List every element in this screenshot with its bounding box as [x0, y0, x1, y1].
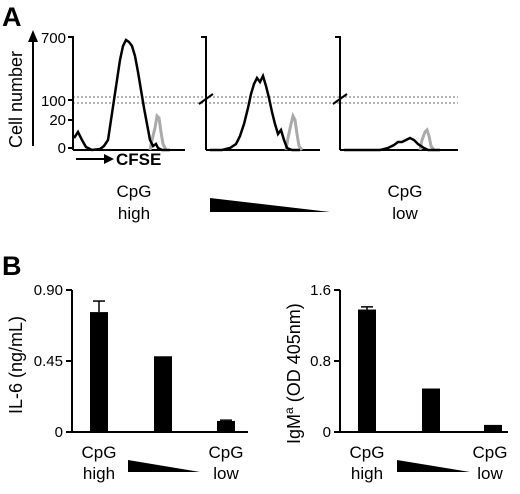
il6-bar: [217, 420, 235, 432]
hist-high-label-1: CpG: [117, 182, 152, 201]
panel-b-label: B: [2, 251, 22, 281]
hist2-control-trace: [284, 111, 304, 151]
cfse-label: CFSE: [116, 150, 161, 169]
hist2-axis-break: [198, 93, 214, 105]
hist1-stimulated-trace: [72, 38, 170, 152]
il6-cat-low-1: CpG: [209, 443, 244, 462]
hist3-axis-break: [332, 93, 348, 105]
hist-high-label-2: high: [118, 204, 150, 223]
il6-ylabel: IL-6 (ng/mL): [6, 316, 26, 414]
igma-ytick-label: 0.8: [310, 353, 331, 370]
y-arrow-head: [28, 30, 38, 42]
histogram-high: [68, 36, 185, 152]
il6-cat-low-2: low: [213, 464, 239, 483]
cell-number-label: Cell number: [6, 51, 26, 148]
hist-low-label-2: low: [392, 204, 418, 223]
histogram-mid: [198, 36, 320, 152]
il6-ytick-label: 0: [55, 424, 63, 441]
cfse-arrow-head: [104, 154, 114, 164]
il6-cat-high-1: CpG: [82, 443, 117, 462]
histogram-low: [332, 36, 458, 152]
tick-700: 700: [41, 30, 66, 47]
igma-ytick-label: 0: [323, 424, 331, 441]
igma-cat-high-1: CpG: [350, 443, 385, 462]
il6-ytick-label: 0.45: [34, 353, 63, 370]
igma-bar: [358, 309, 376, 432]
igma-bar: [422, 388, 440, 432]
igma-cat-low-1: CpG: [473, 443, 508, 462]
igma-bar: [484, 424, 502, 432]
il6-cat-high-2: high: [83, 464, 115, 483]
igma-gradient-wedge: [397, 460, 470, 472]
tick-100: 100: [41, 93, 66, 110]
il6-chart: IL-6 (ng/mL) 0.90 0.45 0 CpG high CpG low: [6, 282, 248, 483]
igma-chart: IgMa (OD 405nm) 1.6 0.8 0 CpG high CpG low: [282, 282, 508, 483]
il6-gradient-wedge: [128, 460, 200, 472]
tick-20: 20: [49, 112, 66, 129]
igma-ytick-label: 1.6: [310, 282, 331, 299]
hist2-stimulated-trace: [210, 72, 300, 152]
il6-bar: [90, 312, 108, 432]
il6-ytick-label: 0.90: [34, 282, 63, 299]
hist-low-label-1: CpG: [388, 182, 423, 201]
igma-ylabel: IgMa (OD 405nm): [282, 303, 304, 444]
panel-a-label: A: [2, 2, 22, 32]
hist1-control-trace: [148, 112, 168, 151]
gradient-wedge-a: [210, 198, 330, 212]
igma-cat-high-2: high: [351, 464, 383, 483]
igma-cat-low-2: low: [477, 464, 503, 483]
tick-0: 0: [58, 140, 66, 157]
hist3-stimulated-trace: [344, 136, 440, 152]
hist3-control-trace: [418, 127, 436, 151]
il6-bar: [154, 356, 172, 432]
